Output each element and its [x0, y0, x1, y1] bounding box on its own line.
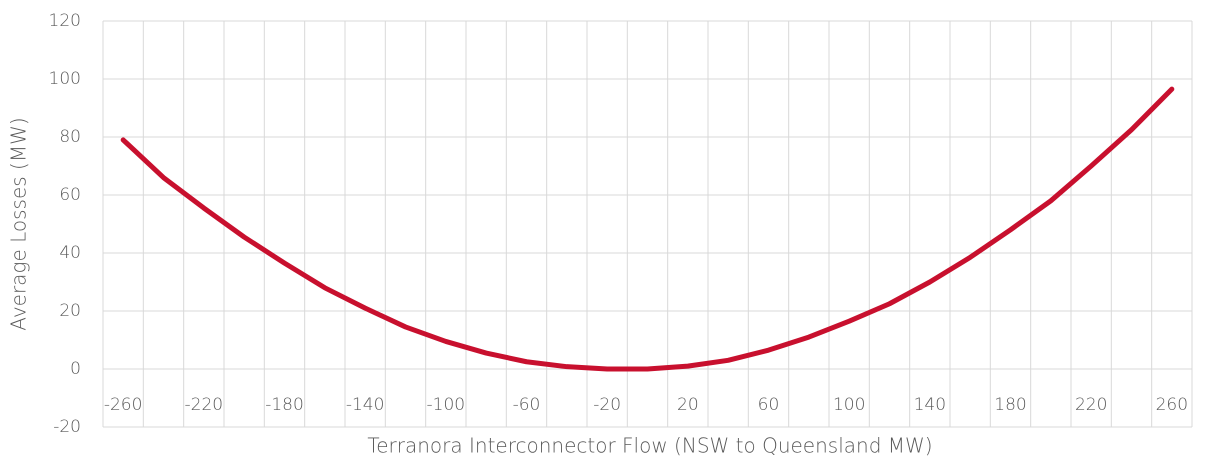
y-tick-label: 40 — [59, 243, 81, 263]
x-tick-label: 220 — [1075, 395, 1107, 415]
x-tick-label: -100 — [427, 395, 466, 415]
y-tick-label: -20 — [53, 417, 81, 437]
x-tick-label: 260 — [1156, 395, 1188, 415]
data-line — [120, 86, 1175, 372]
y-tick-label: 20 — [59, 301, 81, 321]
x-tick-label: -60 — [513, 395, 541, 415]
x-tick-label: 60 — [758, 395, 780, 415]
y-tick-label: 100 — [49, 69, 81, 89]
x-tick-label: -220 — [185, 395, 224, 415]
x-tick-label: -20 — [593, 395, 621, 415]
x-tick-label: -180 — [265, 395, 304, 415]
x-tick-label: 20 — [677, 395, 699, 415]
y-tick-label: 0 — [70, 359, 81, 379]
y-tick-label: 80 — [59, 127, 81, 147]
y-tick-label: 60 — [59, 185, 81, 205]
x-tick-label: 100 — [833, 395, 865, 415]
x-tick-label: 140 — [914, 395, 946, 415]
x-tick-label: 180 — [994, 395, 1026, 415]
x-axis-title: Terranora Interconnector Flow (NSW to Qu… — [367, 434, 932, 458]
x-tick-label: -140 — [346, 395, 385, 415]
y-axis-title: Average Losses (MW) — [7, 117, 31, 330]
y-tick-label: 120 — [49, 11, 81, 31]
x-tick-label: -260 — [104, 395, 143, 415]
